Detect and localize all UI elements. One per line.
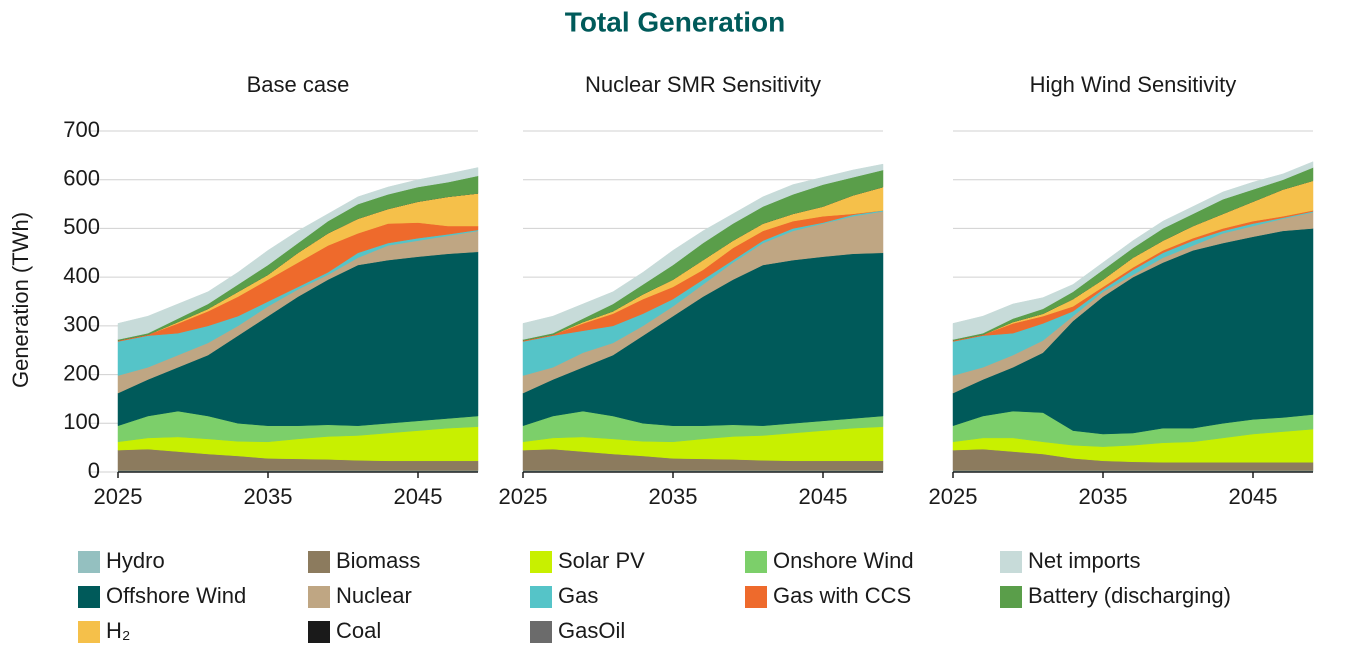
x-tick-label: 2025 [929,484,978,509]
area [522,163,884,340]
legend-label: Onshore Wind [773,548,914,573]
legend-swatch [78,551,100,573]
legend-swatch [530,586,552,608]
legend-label: Offshore Wind [106,583,246,608]
legend-swatch [1000,551,1022,573]
y-axis-label: Generation (TWh) [8,212,33,388]
legend-swatch [308,551,330,573]
x-tick-label: 2045 [1229,484,1278,509]
legend-label: Hydro [106,548,165,573]
y-tick-label: 200 [63,360,100,385]
legend-swatch [530,621,552,643]
legend-swatch [78,586,100,608]
area [117,167,479,340]
y-tick-label: 700 [63,117,100,142]
legend-label: Gas with CCS [773,583,911,608]
x-tick-label: 2035 [649,484,698,509]
panel-title: High Wind Sensitivity [1030,72,1237,97]
legend-swatch [745,586,767,608]
y-tick-label: 500 [63,214,100,239]
legend-swatch [308,586,330,608]
x-tick-label: 2035 [1079,484,1128,509]
y-tick-label: 600 [63,166,100,191]
legend-label: H₂ [106,618,130,643]
panel-title: Nuclear SMR Sensitivity [585,72,821,97]
y-tick-label: 400 [63,263,100,288]
legend-label: Battery (discharging) [1028,583,1231,608]
x-tick-label: 2025 [94,484,143,509]
legend-swatch [1000,586,1022,608]
panel-title: Base case [247,72,350,97]
legend-label: Biomass [336,548,420,573]
legend-label: Coal [336,618,381,643]
chart-title: Total Generation [565,6,785,37]
legend-label: Nuclear [336,583,412,608]
y-tick-label: 300 [63,312,100,337]
legend-label: Net imports [1028,548,1140,573]
x-tick-label: 2045 [799,484,848,509]
area [952,161,1314,340]
legend-label: Solar PV [558,548,645,573]
legend-swatch [308,621,330,643]
x-tick-label: 2045 [394,484,443,509]
x-tick-label: 2025 [499,484,548,509]
legend-label: Gas [558,583,598,608]
y-tick-label: 100 [63,409,100,434]
y-tick-label: 0 [88,458,100,483]
legend-swatch [530,551,552,573]
legend-label: GasOil [558,618,625,643]
legend-swatch [745,551,767,573]
x-tick-label: 2035 [244,484,293,509]
legend-swatch [78,621,100,643]
